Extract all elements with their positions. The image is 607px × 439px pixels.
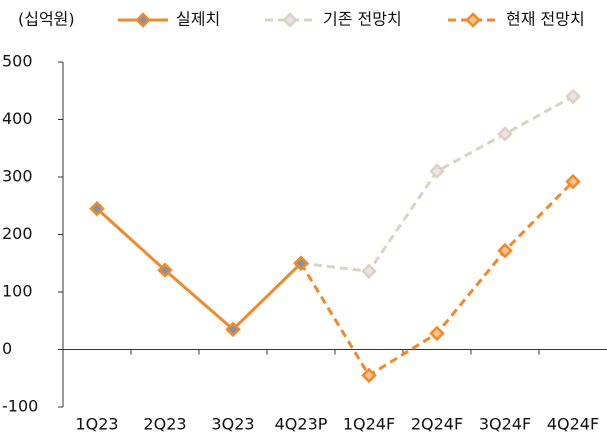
y-tick-label: 400 <box>2 109 33 128</box>
x-tick-label: 1Q23 <box>75 415 118 434</box>
y-tick-label: 500 <box>2 52 33 71</box>
x-tick-label: 4Q23P <box>275 415 328 434</box>
unit-label: (십억원) <box>18 10 75 29</box>
series-line <box>300 95 574 273</box>
x-tick-label: 4Q24F <box>547 415 599 434</box>
legend-label: 기존 전망치 <box>323 10 402 29</box>
marker <box>361 263 377 280</box>
series-line <box>299 180 575 378</box>
marker <box>565 88 581 105</box>
x-tick-label: 3Q23 <box>211 415 254 434</box>
x-tick-label: 1Q24F <box>343 415 395 434</box>
legend-marker <box>135 12 151 28</box>
marker <box>293 255 309 272</box>
y-tick-label: 300 <box>2 167 33 186</box>
y-tick-label: -100 <box>2 397 38 416</box>
legend-marker <box>465 12 481 28</box>
y-tick-label: 200 <box>2 224 33 243</box>
marker <box>429 163 445 180</box>
marker <box>497 126 513 142</box>
marker <box>497 242 513 259</box>
marker <box>89 200 105 217</box>
legend-marker <box>282 12 298 28</box>
legend-label: 실제치 <box>176 10 220 29</box>
y-tick-label: 100 <box>2 282 33 301</box>
x-tick-label: 3Q24F <box>479 415 531 434</box>
marker <box>225 321 241 338</box>
marker <box>565 173 581 190</box>
marker <box>157 262 173 278</box>
x-tick-label: 2Q23 <box>143 415 186 434</box>
marker <box>429 325 445 342</box>
x-tick-label: 2Q24F <box>411 415 463 434</box>
series-line <box>95 207 303 332</box>
marker <box>361 367 377 384</box>
legend-label: 현재 전망치 <box>506 10 585 29</box>
y-tick-label: 0 <box>2 339 12 358</box>
